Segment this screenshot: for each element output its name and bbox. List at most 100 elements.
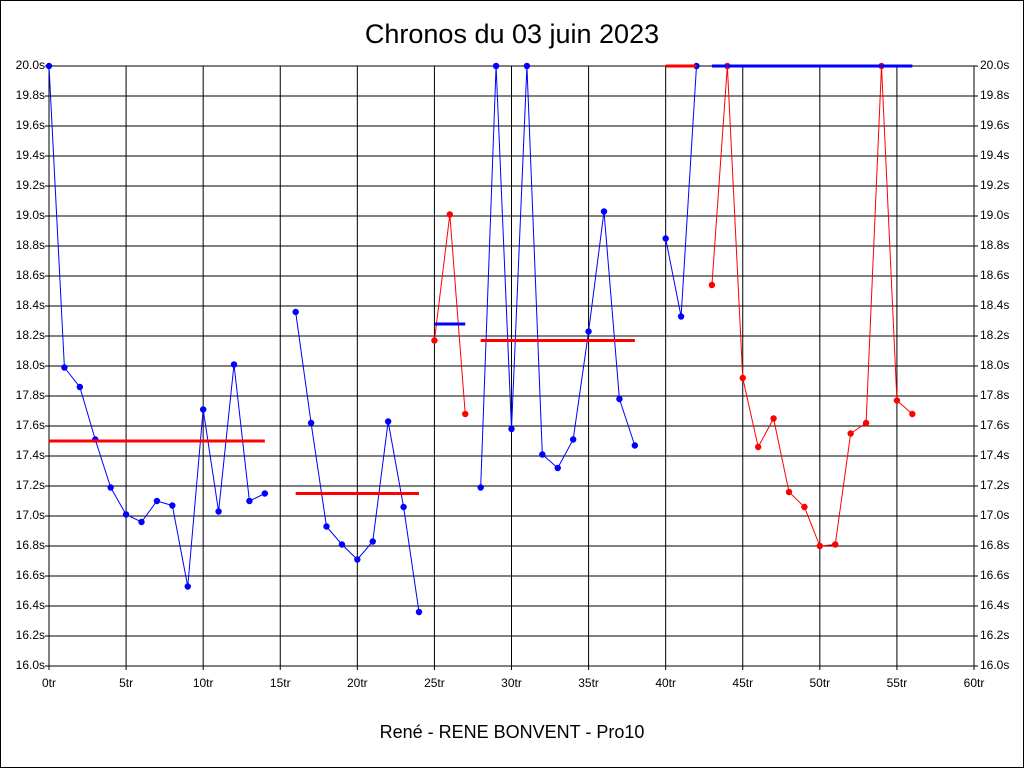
x-tick-label: 15tr: [270, 676, 291, 690]
data-point: [215, 508, 222, 515]
y-tick-label: 18.8s: [16, 238, 45, 252]
data-point: [122, 511, 130, 518]
x-tick-label: 0tr: [42, 676, 56, 690]
series-line: [711, 65, 913, 547]
data-point: [801, 503, 808, 511]
y-tick-label: 19.0s: [980, 208, 1009, 222]
data-point: [76, 383, 84, 391]
data-point: [446, 211, 454, 218]
data-point: [816, 542, 824, 550]
y-tick-label: 16.8s: [16, 538, 45, 552]
data-point: [246, 497, 253, 505]
data-point: [631, 442, 639, 449]
y-tick-label: 16.2s: [16, 628, 45, 642]
y-tick-label: 17.2s: [16, 478, 45, 492]
data-point: [45, 62, 53, 70]
data-point: [708, 281, 716, 289]
data-point: [862, 419, 870, 427]
y-tick-label: 17.4s: [980, 448, 1009, 462]
y-tick-label: 18.2s: [980, 328, 1009, 342]
data-point: [739, 374, 746, 382]
y-tick-label: 18.6s: [980, 268, 1009, 282]
y-tick-label: 19.8s: [980, 88, 1009, 102]
data-point: [832, 541, 839, 548]
data-point: [477, 484, 484, 491]
data-point: [184, 583, 191, 590]
y-tick-label: 17.2s: [980, 478, 1009, 492]
y-tick-label: 18.2s: [16, 328, 45, 342]
data-point: [523, 62, 531, 70]
data-point: [61, 364, 68, 371]
y-tick-label: 18.0s: [980, 358, 1009, 372]
y-tick-label: 16.6s: [980, 568, 1009, 582]
x-tick-label: 25tr: [424, 676, 445, 690]
x-tick-label: 55tr: [887, 676, 908, 690]
x-tick-label: 35tr: [578, 676, 599, 690]
data-point: [307, 419, 315, 427]
y-tick-label: 19.4s: [16, 148, 45, 162]
y-tick-label: 19.2s: [16, 178, 45, 192]
data-point: [354, 556, 361, 563]
y-tick-label: 18.0s: [16, 358, 45, 372]
y-tick-label: 19.2s: [980, 178, 1009, 192]
y-tick-label: 19.4s: [980, 148, 1009, 162]
x-tick-label: 5tr: [119, 676, 133, 690]
y-tick-label: 17.8s: [980, 388, 1009, 402]
data-point: [600, 208, 608, 215]
y-tick-label: 18.6s: [16, 268, 45, 282]
y-tick-label: 16.8s: [980, 538, 1009, 552]
data-point: [261, 490, 269, 497]
y-tick-label: 18.4s: [980, 298, 1009, 312]
data-point: [770, 415, 777, 422]
data-point: [292, 308, 299, 316]
data-point: [369, 538, 376, 545]
x-axis-label: René - RENE BONVENT - Pro10: [380, 722, 645, 742]
data-point: [539, 451, 546, 458]
y-tick-label: 19.0s: [16, 208, 45, 222]
data-point: [400, 503, 407, 511]
x-tick-label: 10tr: [193, 676, 214, 690]
x-tick-label: 50tr: [809, 676, 830, 690]
data-point: [230, 361, 238, 368]
y-tick-label: 19.6s: [980, 118, 1009, 132]
data-point: [338, 541, 346, 548]
data-point: [569, 436, 577, 443]
data-point: [199, 406, 207, 413]
data-point: [462, 410, 469, 418]
y-tick-label: 16.2s: [980, 628, 1009, 642]
data-point: [508, 425, 515, 433]
y-tick-label: 17.0s: [16, 508, 45, 522]
y-tick-label: 19.6s: [16, 118, 45, 132]
data-point: [677, 313, 685, 320]
x-tick-label: 45tr: [732, 676, 753, 690]
data-point: [492, 62, 500, 70]
data-point: [754, 443, 762, 451]
x-tick-label: 60tr: [964, 676, 985, 690]
data-point: [138, 518, 145, 526]
y-tick-label: 16.4s: [16, 598, 45, 612]
data-point: [169, 502, 176, 509]
y-tick-label: 16.0s: [16, 658, 45, 672]
data-point: [415, 608, 423, 616]
data-point: [893, 397, 901, 404]
x-tick-label: 20tr: [347, 676, 368, 690]
y-tick-label: 18.8s: [980, 238, 1009, 252]
data-point: [585, 328, 592, 335]
data-point: [616, 395, 623, 403]
y-tick-label: 17.8s: [16, 388, 45, 402]
y-tick-label: 19.8s: [16, 88, 45, 102]
data-point: [323, 523, 330, 530]
x-tick-label: 40tr: [655, 676, 676, 690]
x-tick-label: 30tr: [501, 676, 522, 690]
y-tick-label: 20.0s: [980, 58, 1009, 72]
y-tick-label: 16.4s: [980, 598, 1009, 612]
data-point: [847, 430, 854, 437]
data-point: [107, 484, 114, 491]
data-point: [431, 337, 438, 344]
y-tick-label: 16.0s: [980, 658, 1009, 672]
data-point: [554, 464, 561, 472]
y-tick-label: 16.6s: [16, 568, 45, 582]
y-tick-label: 17.0s: [980, 508, 1009, 522]
data-point: [662, 235, 669, 242]
